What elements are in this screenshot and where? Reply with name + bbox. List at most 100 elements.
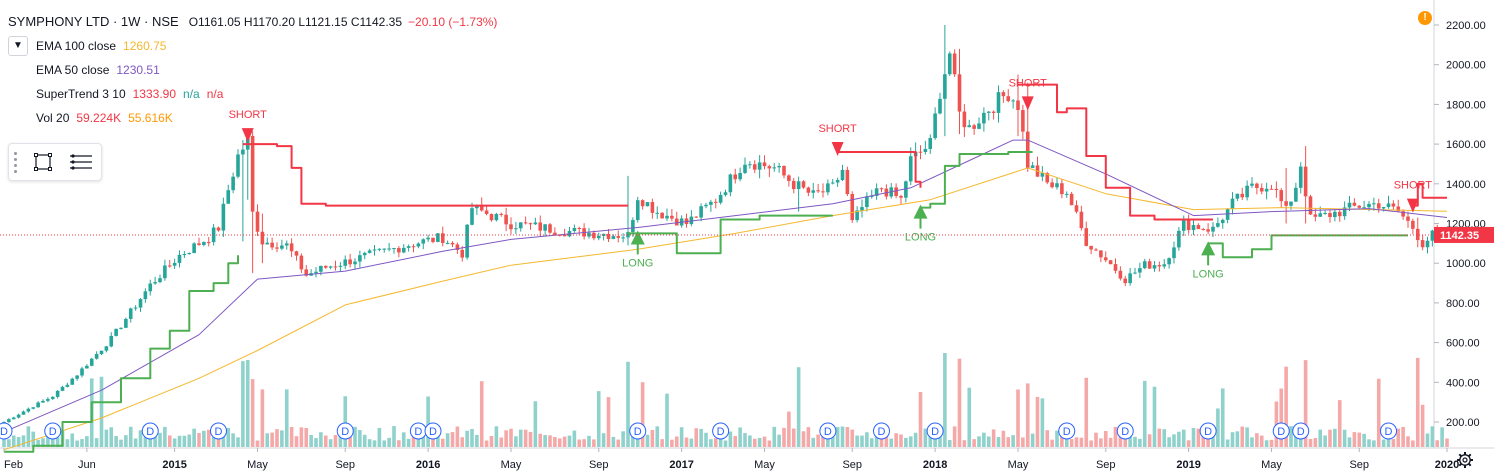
candle-body xyxy=(392,248,396,250)
drawing-toolbox[interactable] xyxy=(8,143,102,181)
warning-icon[interactable]: ! xyxy=(1418,11,1432,25)
dividend-marker[interactable] xyxy=(1199,422,1217,440)
volume-bar xyxy=(1040,398,1045,447)
volume-bar xyxy=(816,434,820,447)
dividend-label: D xyxy=(878,426,886,438)
candle-body xyxy=(982,112,986,124)
chart-legend: SYMPHONY LTD · 1W · NSE O1161.05 H1170.2… xyxy=(8,10,497,130)
volume-bar xyxy=(1284,366,1288,447)
candle-body xyxy=(319,265,323,272)
candle-body xyxy=(1089,245,1093,250)
candle-body xyxy=(977,123,981,129)
volume-bar xyxy=(1250,437,1254,447)
volume-bar xyxy=(616,439,621,447)
volume-bar xyxy=(947,440,952,447)
candle-body xyxy=(596,235,601,239)
dividend-marker[interactable] xyxy=(141,422,159,440)
price-axis[interactable]: 2200.002000.001800.001600.001400.001200.… xyxy=(1434,20,1486,429)
candle-body xyxy=(1420,240,1425,248)
chevron-down-icon[interactable]: ▼ xyxy=(8,36,28,56)
dividend-label: D xyxy=(1063,426,1071,438)
volume-bar xyxy=(206,429,211,447)
drag-handle[interactable] xyxy=(14,151,20,173)
indicator-row-ema50[interactable]: EMA 50 close 1230.51 xyxy=(8,58,497,82)
volume-bar xyxy=(104,429,109,447)
volume-bar xyxy=(869,438,874,447)
lines-menu-icon[interactable] xyxy=(66,147,96,177)
indicator-row-volume[interactable]: Vol 20 59.224K 55.616K xyxy=(8,106,497,130)
dividend-marker[interactable] xyxy=(0,422,13,440)
dividend-marker[interactable] xyxy=(1272,422,1290,440)
candle-body xyxy=(777,166,781,168)
candle-body xyxy=(538,222,543,231)
volume-bar xyxy=(752,438,757,447)
dividend-marker[interactable] xyxy=(819,422,837,440)
candle-body xyxy=(1328,213,1332,218)
candle-body xyxy=(367,250,372,253)
volume-bar xyxy=(1108,437,1113,447)
volume-bar xyxy=(7,439,11,447)
candle-body xyxy=(923,148,928,153)
candle-body xyxy=(801,181,806,188)
dividend-marker[interactable] xyxy=(44,422,62,440)
candle-body xyxy=(499,213,504,215)
volume-bar xyxy=(499,437,504,447)
candle-body xyxy=(85,365,89,369)
candle-body xyxy=(694,216,699,218)
candle-body xyxy=(1298,166,1303,188)
ohlc-values: O1161.05 H1170.20 L1121.15 C1142.35 xyxy=(188,15,403,29)
candle-body xyxy=(1147,261,1152,269)
dividend-marker[interactable] xyxy=(629,422,647,440)
volume-bar xyxy=(1055,430,1059,447)
symbol-title[interactable]: SYMPHONY LTD · 1W · NSE xyxy=(8,14,179,29)
candle-body xyxy=(426,237,430,240)
dividend-marker[interactable] xyxy=(926,422,944,440)
candle-body xyxy=(1259,187,1264,192)
candle-body xyxy=(928,138,933,149)
dividend-marker[interactable] xyxy=(210,422,227,440)
volume-bar xyxy=(913,432,918,447)
candle-body xyxy=(1133,272,1137,274)
candle-body xyxy=(1308,196,1313,215)
dividend-label: D xyxy=(49,426,57,438)
candle-body xyxy=(1142,261,1147,269)
supertrend-down-line xyxy=(242,143,628,207)
candle-body xyxy=(1045,173,1050,183)
dividend-marker[interactable] xyxy=(712,422,730,440)
volume-bar xyxy=(840,426,845,447)
volume-bar xyxy=(1216,408,1220,447)
candle-body xyxy=(1030,165,1035,168)
dividend-marker[interactable] xyxy=(424,422,442,440)
dividend-marker[interactable] xyxy=(1058,422,1076,440)
volume-bar xyxy=(1235,431,1240,447)
volume-bar xyxy=(796,367,801,447)
long-signal-arrow xyxy=(913,204,928,219)
volume-bar xyxy=(328,439,333,447)
dividend-marker[interactable] xyxy=(873,422,890,440)
time-axis[interactable]: Feb Jun 2015 May Sep 2016 May Sep 2017 May Sep 2018… xyxy=(3,448,1459,471)
candle-body xyxy=(1284,201,1288,206)
candles xyxy=(2,25,1449,424)
short-signal-arrow xyxy=(1406,198,1419,213)
price-tick-label: 1400.00 xyxy=(1446,179,1486,191)
rectangle-tool-icon[interactable] xyxy=(28,147,58,177)
dividend-marker[interactable] xyxy=(336,422,354,440)
indicator-row-supertrend[interactable]: SuperTrend 3 10 1333.90 n/a n/a xyxy=(8,82,497,106)
dividend-label: D xyxy=(1121,426,1129,438)
volume-bar xyxy=(1362,433,1366,447)
volume-bar xyxy=(1133,436,1137,447)
indicator-row-ema100[interactable]: ▼ EMA 100 close 1260.75 xyxy=(8,34,497,58)
gear-icon[interactable] xyxy=(1456,451,1474,469)
candle-body xyxy=(933,113,937,139)
dividend-marker[interactable] xyxy=(1380,422,1397,440)
supertrend-up-line xyxy=(628,214,833,255)
dividend-marker[interactable] xyxy=(1292,422,1310,440)
candle-body xyxy=(1289,201,1293,206)
volume-bar xyxy=(996,437,1001,447)
candle-body xyxy=(1294,187,1298,202)
candle-body xyxy=(197,243,201,245)
dividend-marker[interactable] xyxy=(1116,422,1134,440)
volume-bar xyxy=(475,434,479,447)
